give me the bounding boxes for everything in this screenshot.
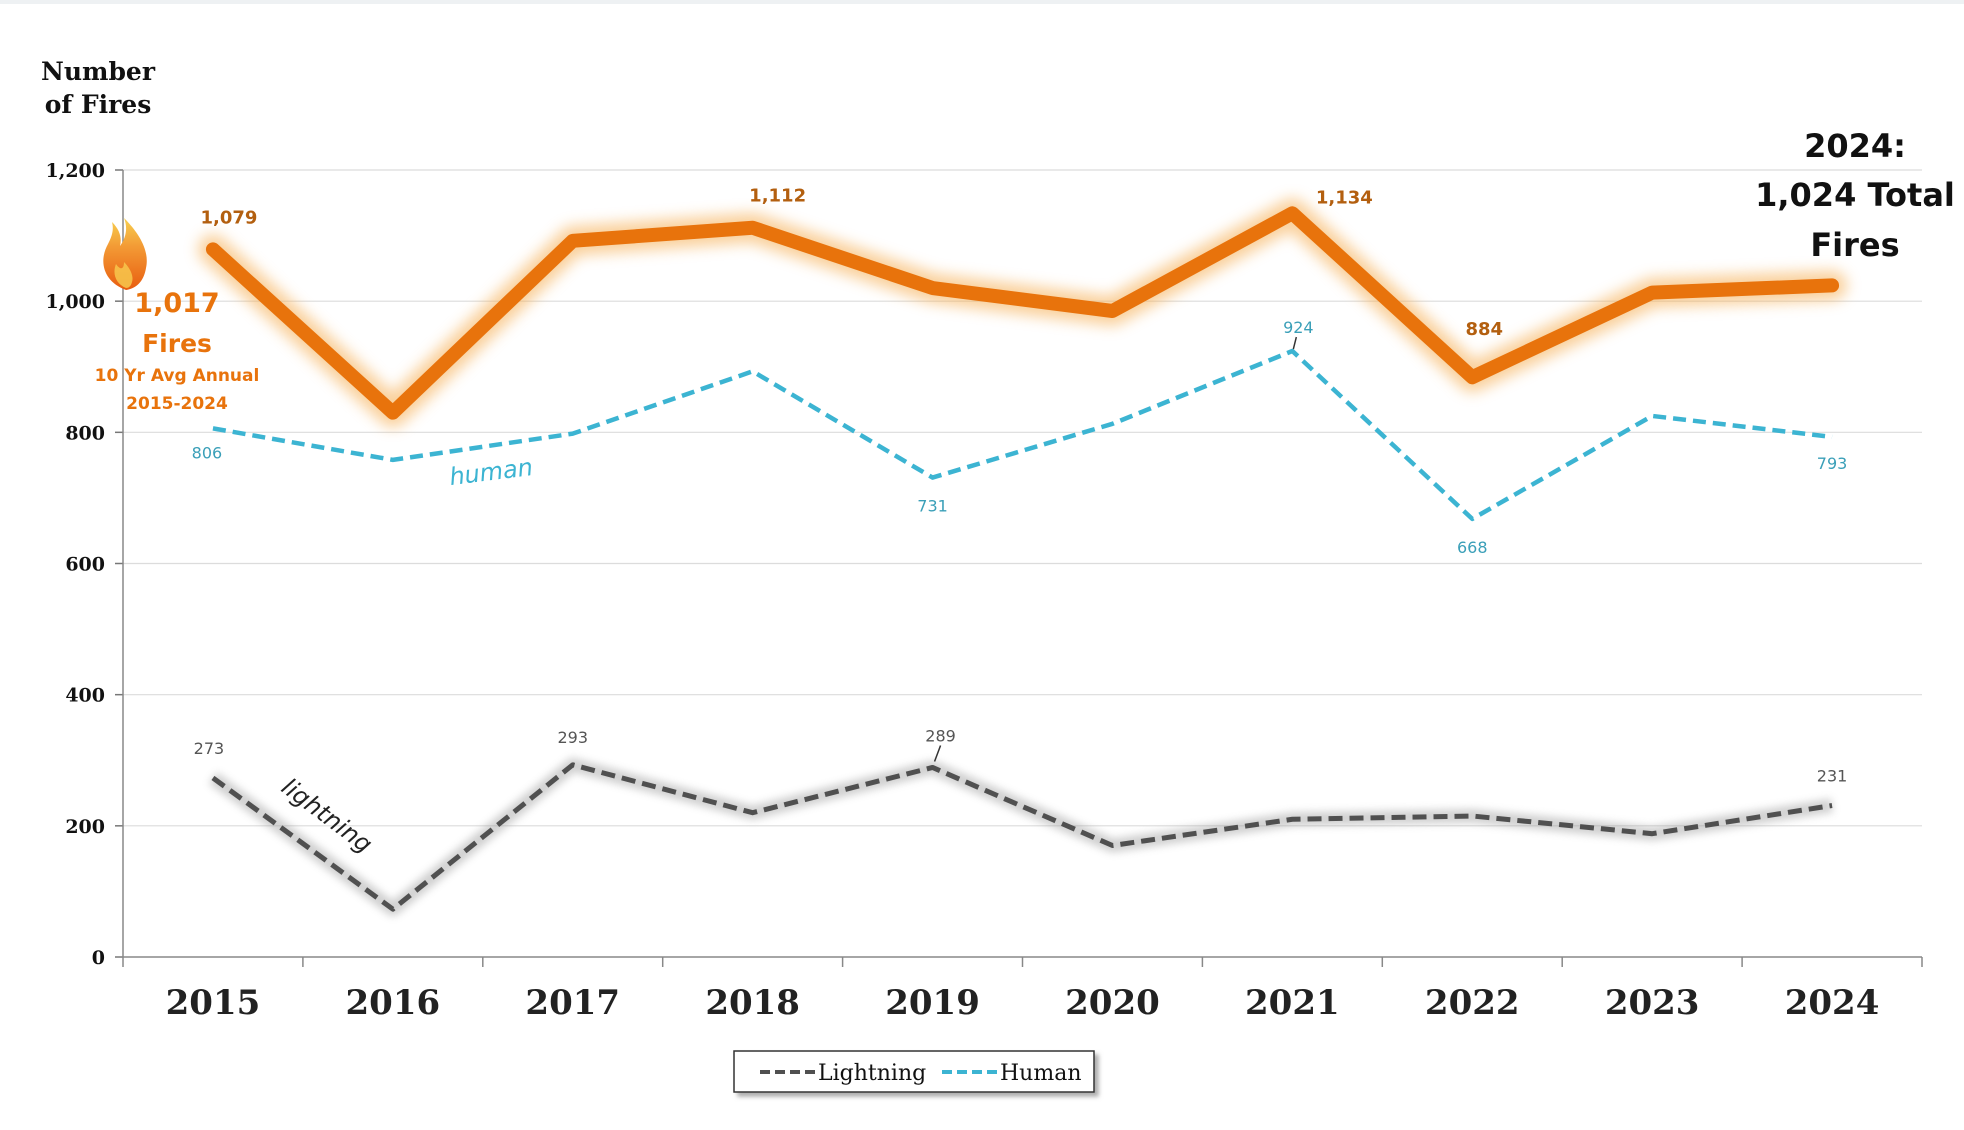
y-axis-ticks: 0 200 400 600 800 1,000 1,200 [46, 160, 124, 969]
human-data-label: 731 [917, 497, 948, 516]
human-data-label: 668 [1457, 538, 1488, 557]
series-lines [197, 198, 1848, 917]
total-data-label: 1,079 [200, 207, 257, 228]
total-2024-line3: Fires [1810, 226, 1899, 264]
avg-description-line2: 2015-2024 [126, 394, 228, 414]
lightning-series-annotation: lightning [276, 773, 377, 859]
x-tick-label: 2023 [1605, 983, 1700, 1023]
total-data-label: 1,134 [1316, 187, 1373, 208]
total-2024-line1: 2024: [1804, 127, 1906, 165]
y-tick-label: 400 [65, 685, 105, 707]
human-data-label: 924 [1283, 318, 1314, 337]
human-series-line [212, 348, 1833, 522]
x-axis: 2015 2016 2017 2018 2019 2020 2021 2022 2023 2024 [122, 956, 1923, 1023]
total-series-line [205, 206, 1840, 420]
data-labels: 1,079 1,112 1,134 884 806 731 924 668 793 273 293 2… [192, 186, 1848, 786]
y-tick-label: 600 [65, 554, 105, 576]
y-axis-title-line2: of Fires [45, 90, 152, 119]
y-tick-label: 0 [92, 947, 105, 969]
y-tick-label: 200 [65, 816, 105, 838]
x-tick-label: 2015 [166, 983, 261, 1023]
x-tick-label: 2024 [1785, 983, 1880, 1023]
lightning-series-line [211, 762, 1833, 912]
avg-unit: Fires [142, 329, 212, 358]
lightning-data-label: 293 [557, 728, 588, 747]
total-data-label: 1,112 [749, 186, 806, 207]
human-data-label: 793 [1817, 454, 1848, 473]
x-tick-label: 2017 [525, 983, 620, 1023]
x-tick-label: 2018 [705, 983, 800, 1023]
avg-description-line1: 10 Yr Avg Annual [95, 366, 260, 386]
y-axis-title-line1: Number [41, 57, 156, 86]
top-band [0, 0, 1964, 4]
lightning-data-label: 231 [1817, 767, 1848, 786]
flame-icon [103, 218, 147, 290]
x-tick-label: 2019 [885, 983, 980, 1023]
y-tick-label: 1,000 [46, 291, 106, 313]
human-series-annotation: human [448, 453, 535, 491]
x-tick-label: 2016 [346, 983, 441, 1023]
avg-value: 1,017 [134, 288, 219, 319]
leader-line [933, 745, 942, 762]
leader-line [1292, 336, 1298, 350]
y-tick-label: 1,200 [46, 160, 106, 182]
x-tick-label: 2022 [1425, 983, 1520, 1023]
gridlines [123, 169, 1922, 827]
total-series-glow [197, 198, 1848, 428]
lightning-data-label: 289 [925, 726, 956, 745]
legend-lightning-label: Lightning [818, 1061, 926, 1086]
x-tick-label: 2020 [1065, 983, 1160, 1023]
total-data-label: 884 [1465, 319, 1503, 340]
y-tick-label: 800 [65, 422, 105, 444]
x-tick-label: 2021 [1245, 983, 1340, 1023]
lightning-series-glow [208, 757, 1834, 917]
total-2024-line2: 1,024 Total [1755, 176, 1955, 214]
lightning-data-label: 273 [194, 739, 225, 758]
legend: Lightning Human [733, 1050, 1095, 1093]
legend-human-label: Human [1000, 1061, 1082, 1086]
human-data-label: 806 [192, 443, 223, 462]
